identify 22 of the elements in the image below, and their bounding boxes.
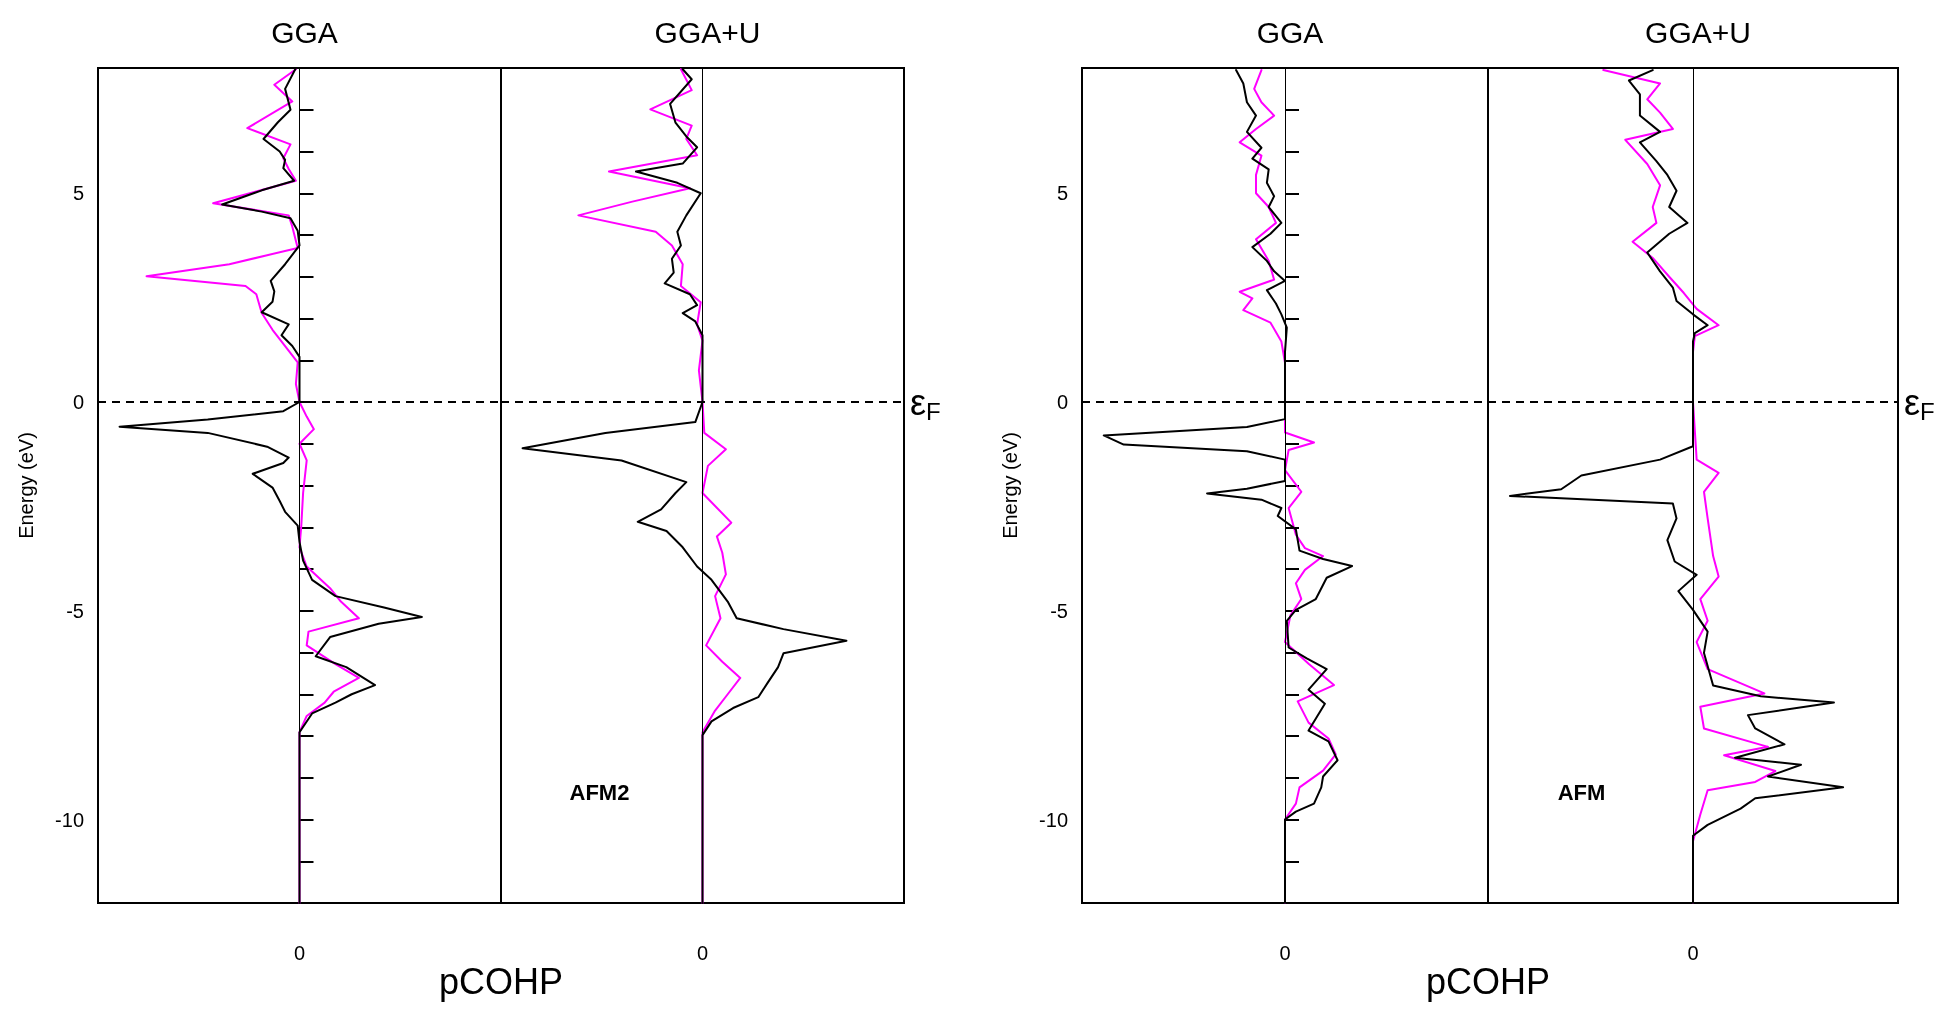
y-tick-label: -5 [66,599,84,622]
chart-title: GGA+U [1645,15,1751,49]
text: 0 [696,942,709,964]
annotation: AFM [1557,780,1606,806]
chart-title: GGA [271,15,338,49]
y-axis-title: Energy (eV) [15,432,37,539]
y-tick-label: -5 [1050,599,1068,622]
text: 0 [1279,942,1291,964]
y-tick-label: 0 [1056,391,1068,413]
y-tick-label: 0 [72,391,84,413]
annotation: AFM2 [569,780,630,806]
y-tick-label: -10 [55,808,84,831]
chart-title: GGA+U [654,15,761,49]
chart-title: GGA [1256,15,1324,49]
y-tick-label: 5 [1056,182,1068,205]
x-axis-title: pCOHP [438,960,564,1002]
y-tick-label: 5 [72,182,84,205]
y-axis-title: Energy (eV) [999,432,1021,539]
text: 0 [293,942,306,964]
x-axis-title: pCOHP [1425,960,1551,1002]
y-tick-label: -10 [1039,808,1068,831]
text: 0 [1687,942,1699,964]
